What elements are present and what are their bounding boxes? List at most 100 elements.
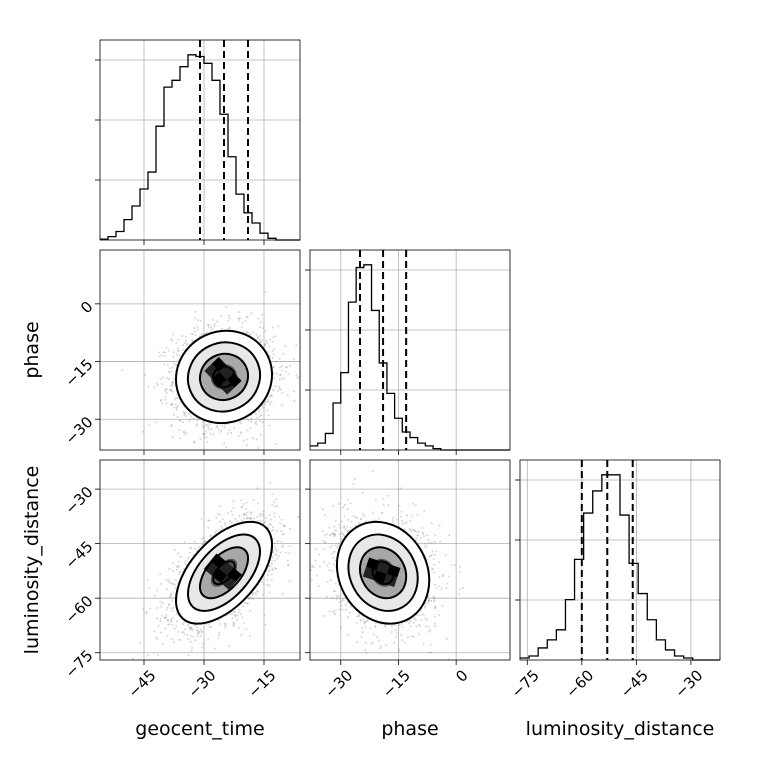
scatter-point bbox=[164, 616, 167, 619]
scatter-point bbox=[184, 560, 187, 563]
scatter-point bbox=[262, 515, 265, 518]
panel-frame bbox=[99, 459, 301, 661]
scatter-point bbox=[193, 417, 195, 420]
scatter-point bbox=[148, 587, 151, 590]
contour-1 bbox=[186, 533, 261, 612]
scatter-point bbox=[236, 614, 239, 617]
scatter-point bbox=[430, 568, 433, 571]
scatter-point bbox=[252, 331, 255, 334]
scatter-point bbox=[415, 536, 417, 539]
scatter-point bbox=[271, 350, 274, 353]
scatter-point bbox=[271, 526, 274, 529]
scatter-point bbox=[236, 618, 239, 621]
scatter-point bbox=[168, 581, 171, 584]
scatter-point bbox=[428, 651, 431, 654]
scatter-point bbox=[305, 516, 307, 518]
scatter-point bbox=[173, 583, 176, 586]
scatter-point bbox=[175, 612, 178, 615]
scatter-point bbox=[182, 631, 185, 634]
scatter-point bbox=[295, 374, 298, 377]
scatter-point bbox=[242, 503, 245, 505]
scatter-point bbox=[248, 511, 251, 514]
scatter-point bbox=[240, 499, 243, 502]
scatter-point bbox=[221, 425, 224, 428]
scatter-point bbox=[282, 532, 285, 535]
scatter-point bbox=[343, 525, 346, 528]
scatter-point bbox=[273, 560, 276, 563]
scatter-point bbox=[281, 593, 284, 596]
scatter-point bbox=[202, 433, 205, 436]
scatter-point bbox=[159, 600, 162, 603]
scatter-point bbox=[206, 440, 209, 443]
scatter-point bbox=[270, 400, 273, 403]
scatter-point bbox=[269, 394, 272, 397]
scatter-point bbox=[228, 327, 230, 330]
scatter-point bbox=[164, 627, 167, 630]
scatter-point bbox=[272, 528, 275, 531]
scatter-point bbox=[284, 345, 287, 347]
scatter-point bbox=[193, 441, 196, 444]
scatter-point bbox=[240, 519, 243, 522]
scatter-point bbox=[251, 511, 254, 514]
scatter-point bbox=[197, 632, 200, 635]
scatter-point bbox=[268, 395, 271, 398]
contour-2 bbox=[198, 352, 249, 401]
scatter-point bbox=[283, 525, 286, 528]
scatter-point bbox=[187, 654, 190, 657]
scatter-point bbox=[240, 634, 243, 636]
scatter-point bbox=[270, 523, 272, 526]
scatter-point bbox=[159, 573, 162, 576]
scatter-point bbox=[314, 470, 316, 472]
scatter-point bbox=[208, 324, 211, 327]
scatter-point bbox=[183, 414, 186, 416]
scatter-point bbox=[245, 514, 247, 517]
scatter-point bbox=[257, 519, 260, 522]
scatter-point bbox=[401, 522, 404, 525]
scatter-point bbox=[272, 551, 275, 554]
scatter-point bbox=[192, 418, 195, 421]
scatter-point bbox=[215, 516, 218, 519]
contour-2 bbox=[198, 546, 249, 600]
scatter-point bbox=[175, 341, 178, 344]
scatter-point bbox=[239, 421, 241, 423]
scatter-point bbox=[282, 524, 285, 526]
scatter-point bbox=[430, 541, 433, 544]
scatter-point bbox=[210, 626, 212, 629]
scatter-point bbox=[182, 421, 184, 424]
scatter-point bbox=[185, 432, 188, 435]
scatter-point bbox=[252, 597, 255, 600]
scatter-point bbox=[349, 611, 352, 614]
scatter-point bbox=[194, 334, 197, 337]
scatter-point bbox=[259, 334, 262, 337]
scatter-point bbox=[258, 410, 261, 413]
scatter-point bbox=[265, 516, 268, 519]
scatter-point bbox=[278, 515, 281, 518]
scatter-point bbox=[249, 516, 252, 519]
scatter-point bbox=[171, 380, 174, 383]
scatter-point bbox=[203, 436, 206, 439]
scatter-point bbox=[256, 590, 259, 593]
scatter-point bbox=[248, 635, 251, 638]
scatter-point bbox=[399, 487, 402, 490]
scatter-point bbox=[272, 372, 275, 374]
scatter-point bbox=[205, 424, 207, 427]
scatter-point bbox=[228, 428, 231, 431]
scatter-point bbox=[268, 584, 271, 587]
scatter-point bbox=[155, 382, 158, 385]
scatter-point bbox=[240, 505, 243, 508]
scatter-point bbox=[288, 552, 291, 555]
scatter-point bbox=[285, 366, 288, 368]
scatter-point bbox=[174, 587, 177, 589]
scatter-point bbox=[279, 374, 281, 377]
scatter-point bbox=[168, 371, 171, 374]
scatter-point bbox=[149, 607, 152, 610]
scatter-point bbox=[266, 398, 269, 401]
scatter-point bbox=[162, 351, 165, 354]
scatter-point bbox=[218, 619, 221, 622]
scatter-point bbox=[259, 341, 262, 344]
scatter-point bbox=[245, 517, 248, 520]
scatter-point bbox=[208, 423, 211, 425]
scatter-point bbox=[160, 354, 163, 357]
scatter-point bbox=[297, 515, 300, 518]
